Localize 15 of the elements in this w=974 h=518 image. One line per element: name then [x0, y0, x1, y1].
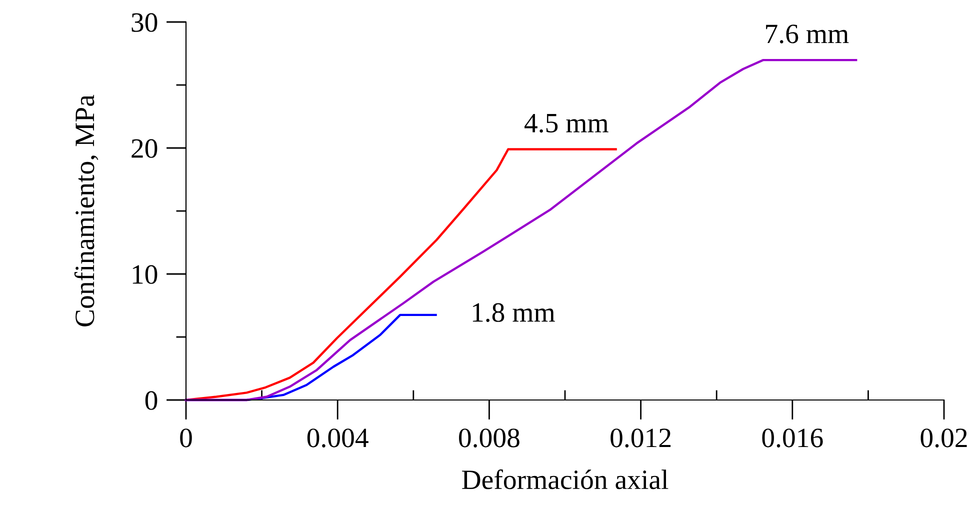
x-tick-label: 0 — [180, 428, 192, 448]
y-tick-label: 0 — [145, 391, 158, 410]
series-label: 1.8 mm — [472, 303, 555, 322]
series-label: 7.6 mm — [766, 24, 849, 44]
x-tick-label: 0.02 — [920, 428, 967, 448]
x-tick-label: 0.008 — [459, 428, 520, 448]
y-tick-label: 20 — [132, 139, 158, 158]
x-tick-label: 0.012 — [610, 428, 671, 448]
y-tick-label: 10 — [132, 265, 158, 284]
y-axis-title: Confinamiento, MPa — [74, 94, 98, 326]
x-axis-title: Deformación axial — [462, 469, 668, 490]
x-tick-label: 0.016 — [762, 428, 823, 448]
series-label: 4.5 mm — [524, 114, 608, 133]
x-tick-label: 0.004 — [307, 428, 368, 448]
y-tick-label: 30 — [132, 13, 158, 32]
